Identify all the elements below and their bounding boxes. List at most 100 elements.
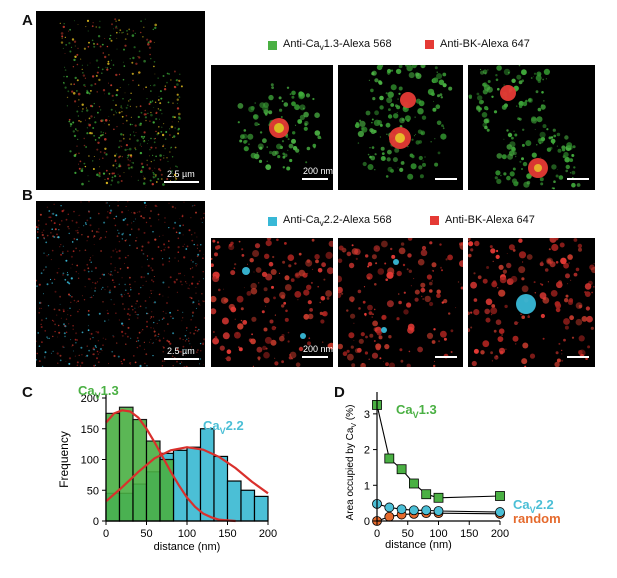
fluorescence-spot xyxy=(141,266,143,268)
fluorescence-spot xyxy=(161,126,163,128)
fluorescence-spot xyxy=(238,240,241,243)
fluorescence-spot xyxy=(83,269,86,272)
zoom-image-svg xyxy=(237,83,322,171)
fluorescence-spot xyxy=(79,120,82,123)
panel-letter-d: D xyxy=(334,384,345,401)
fluorescence-spot xyxy=(59,246,61,248)
fluorescence-spot xyxy=(289,93,292,96)
fluorescence-spot xyxy=(378,335,383,340)
fluorescence-spot xyxy=(287,138,290,141)
fluorescence-spot xyxy=(177,260,179,262)
fluorescence-spot xyxy=(138,331,141,334)
fluorescence-spot xyxy=(92,255,94,257)
fluorescence-spot xyxy=(71,263,73,265)
fluorescence-spot xyxy=(59,295,61,298)
fluorescence-spot xyxy=(349,296,355,302)
fluorescence-spot xyxy=(288,264,292,268)
fluorescence-spot xyxy=(81,361,84,364)
fluorescence-spot xyxy=(41,233,44,237)
fluorescence-spot xyxy=(119,145,121,147)
fluorescence-spot xyxy=(58,309,61,311)
scale-bar xyxy=(302,356,328,358)
fluorescence-spot xyxy=(486,266,490,269)
fluorescence-spot xyxy=(533,72,537,75)
fluorescence-spot xyxy=(158,339,161,342)
fluorescence-spot xyxy=(149,179,152,182)
green-swatch-icon xyxy=(268,40,277,50)
y-axis-label: Frequency xyxy=(57,431,71,488)
fluorescence-spot xyxy=(184,340,187,342)
fluorescence-spot xyxy=(240,307,244,311)
fluorescence-spot xyxy=(153,65,155,68)
fluorescence-spot xyxy=(75,221,78,224)
fluorescence-spot xyxy=(74,355,76,357)
fluorescence-spot xyxy=(111,94,114,97)
fluorescence-spot xyxy=(140,286,142,289)
fluorescence-spot xyxy=(194,204,196,207)
fluorescence-spot xyxy=(371,72,375,76)
fluorescence-spot xyxy=(367,276,370,280)
fluorescence-spot xyxy=(170,148,172,150)
fluorescence-spot xyxy=(53,278,56,281)
fluorescence-spot xyxy=(77,92,81,96)
fluorescence-spot xyxy=(155,181,158,183)
fluorescence-spot xyxy=(214,252,218,257)
fluorescence-spot xyxy=(396,270,402,277)
fluorescence-spot xyxy=(233,267,236,269)
fluorescence-spot xyxy=(503,273,505,276)
fluorescence-spot xyxy=(69,50,72,53)
fluorescence-spot xyxy=(130,155,133,158)
fluorescence-spot xyxy=(89,259,91,261)
fluorescence-spot xyxy=(145,280,147,282)
fluorescence-spot xyxy=(155,117,158,121)
fluorescence-spot xyxy=(164,221,166,223)
data-point-square xyxy=(384,453,395,464)
fluorescence-spot xyxy=(81,295,83,297)
fluorescence-spot xyxy=(124,92,126,94)
fluorescence-spot xyxy=(108,173,111,175)
fluorescence-spot xyxy=(179,351,181,353)
fluorescence-spot xyxy=(127,308,130,311)
fluorescence-spot xyxy=(494,355,499,360)
fluorescence-spot xyxy=(398,247,406,255)
panel-letter-a: A xyxy=(22,12,33,29)
fluorescence-spot xyxy=(323,278,326,281)
fluorescence-spot xyxy=(519,160,522,163)
fluorescence-spot xyxy=(403,291,406,294)
fluorescence-spot xyxy=(414,116,416,118)
fluorescence-spot xyxy=(373,340,376,342)
fluorescence-spot xyxy=(191,267,194,269)
fluorescence-spot xyxy=(121,322,124,325)
fluorescence-spot xyxy=(190,346,193,348)
fluorescence-spot xyxy=(87,64,89,66)
fluorescence-spot xyxy=(263,297,270,304)
fluorescence-spot xyxy=(111,350,113,353)
fluorescence-spot xyxy=(179,224,182,227)
fluorescence-spot xyxy=(157,336,159,337)
fluorescence-spot xyxy=(165,131,168,133)
fluorescence-spot xyxy=(97,361,100,363)
fluorescence-spot xyxy=(350,313,356,319)
fluorescence-spot xyxy=(70,339,72,341)
fluorescence-spot xyxy=(263,327,268,332)
fluorescence-spot xyxy=(518,80,523,85)
fluorescence-spot xyxy=(186,330,187,331)
fluorescence-spot xyxy=(561,359,564,362)
fluorescence-spot xyxy=(140,249,143,252)
fluorescence-spot xyxy=(152,154,154,156)
fluorescence-spot xyxy=(73,20,75,22)
fluorescence-spot xyxy=(91,287,93,289)
overview-image-b: 2.5 µm xyxy=(36,201,205,367)
fluorescence-spot xyxy=(338,286,343,294)
fluorescence-spot xyxy=(41,341,43,343)
fluorescence-spot xyxy=(45,241,48,244)
legend-text: Anti-BK-Alexa 647 xyxy=(440,38,530,50)
fluorescence-spot xyxy=(384,344,390,350)
fluorescence-spot xyxy=(525,140,532,147)
fluorescence-spot xyxy=(135,106,138,108)
fluorescence-spot xyxy=(135,303,137,305)
fluorescence-spot xyxy=(107,362,110,365)
fluorescence-spot xyxy=(166,302,168,304)
fluorescence-spot xyxy=(388,335,392,339)
fluorescence-spot xyxy=(93,102,95,105)
